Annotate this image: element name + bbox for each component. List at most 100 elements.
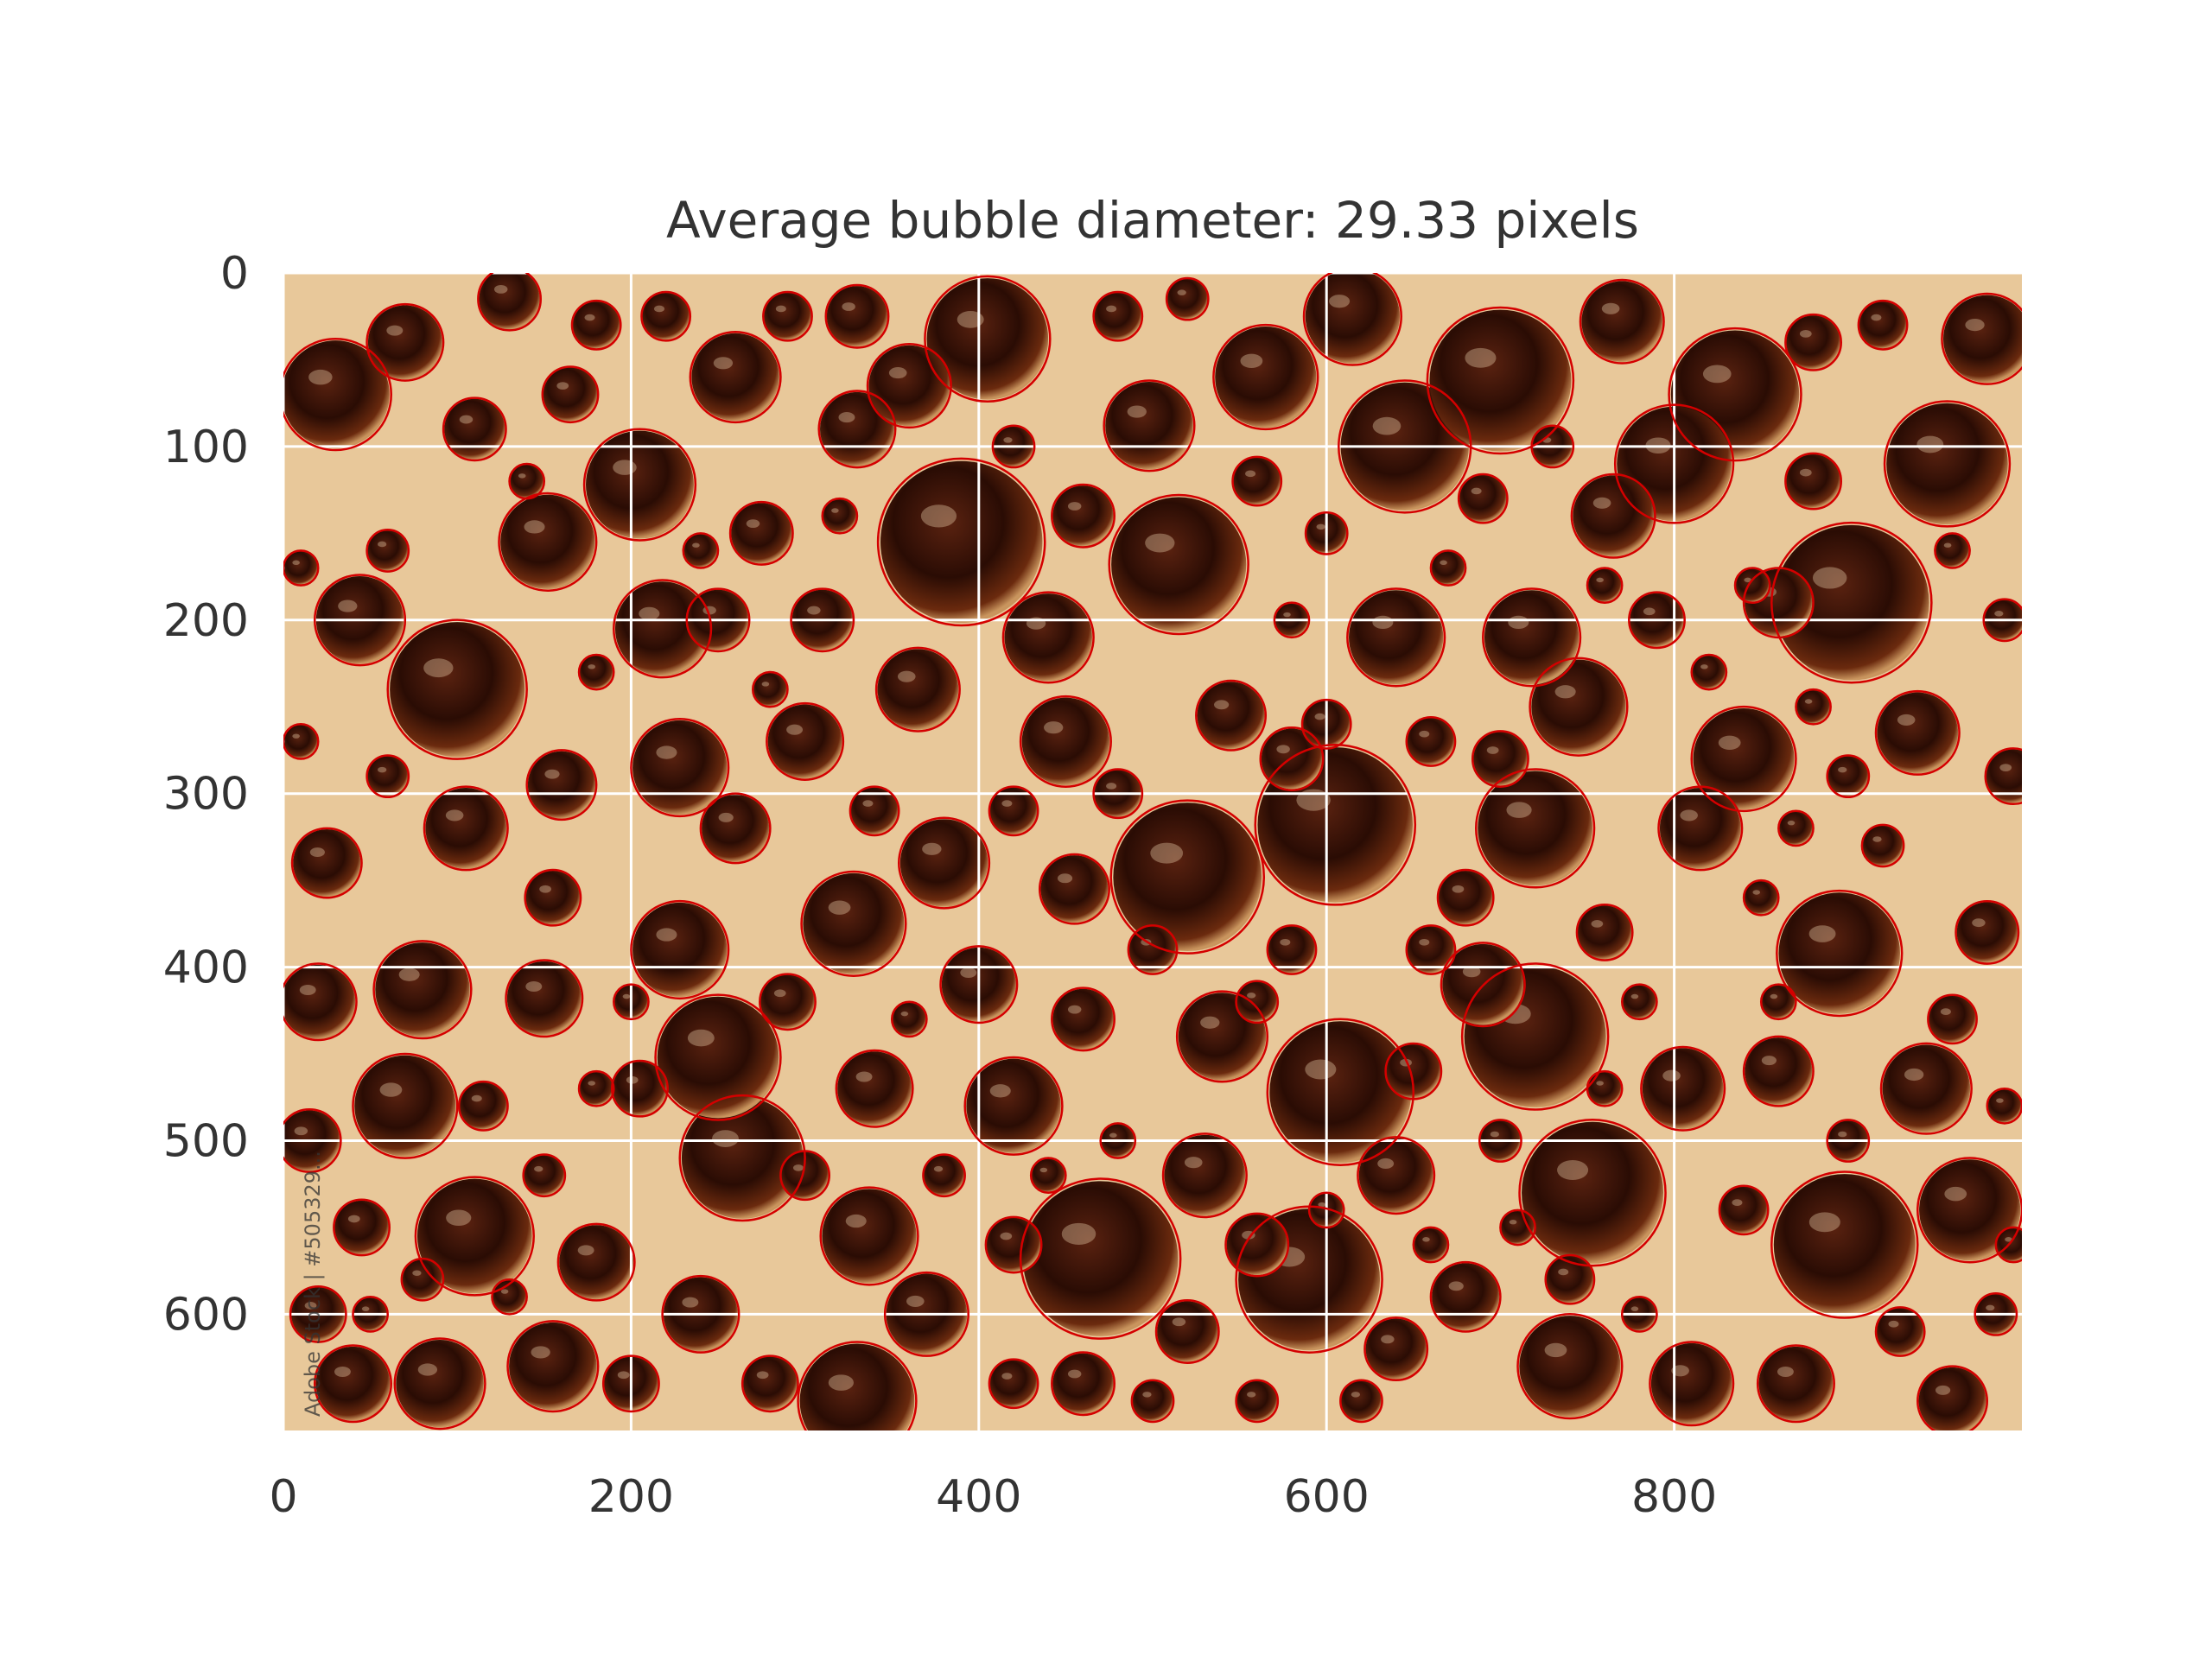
bubble-image (1341, 1380, 1382, 1422)
bubble-highlight (1240, 353, 1263, 369)
detected-circle (939, 945, 1019, 1024)
bubble-image (743, 1356, 798, 1411)
bubble-highlight (539, 885, 551, 893)
detected-circle (1363, 1316, 1429, 1382)
bubble-image (527, 751, 595, 819)
detected-circle (290, 827, 363, 899)
detected-circle (963, 1056, 1064, 1156)
bubble-highlight (1145, 533, 1175, 553)
detected-circle (283, 1108, 342, 1173)
detected-circle (283, 338, 392, 452)
detected-circle (1103, 379, 1196, 473)
detected-circle (821, 497, 859, 535)
bubble-highlight (1150, 842, 1184, 864)
bubble-image (877, 649, 959, 730)
bubble-highlight (1799, 329, 1812, 338)
detected-circle (682, 532, 720, 569)
bubble-image (1233, 457, 1281, 505)
detected-circle (797, 1341, 918, 1430)
detected-circle (1770, 521, 1933, 684)
bubble-highlight (838, 412, 855, 423)
bubble-image (683, 533, 718, 568)
bubble-image (1004, 593, 1093, 682)
bubble-image (868, 345, 950, 427)
bubble-highlight (1671, 1365, 1689, 1377)
bubble-highlight (1001, 800, 1013, 807)
detected-circle (1874, 1306, 1926, 1357)
detected-circle (1195, 679, 1268, 752)
detected-circle (1108, 493, 1249, 636)
bubble-highlight (1067, 502, 1082, 511)
detected-circle (508, 462, 546, 500)
detected-circle (800, 870, 907, 977)
bubble-image (1501, 1210, 1535, 1245)
detected-circle (393, 1337, 486, 1430)
detected-circle (728, 500, 794, 566)
bubble-highlight (746, 519, 760, 529)
detected-circle (1620, 1296, 1658, 1333)
bubble-image (509, 1322, 597, 1411)
bubble-image (892, 1002, 926, 1037)
bubble-image (1573, 475, 1655, 557)
bubble-highlight (1662, 1069, 1681, 1082)
detected-circle (601, 1354, 660, 1413)
detected-circle (654, 993, 782, 1121)
bubble-highlight (1200, 1016, 1220, 1029)
bubble-highlight (1486, 746, 1499, 754)
detected-circle (1628, 591, 1686, 650)
bubble-highlight (1381, 1335, 1395, 1344)
bubble-highlight (347, 1215, 360, 1223)
y-tick-label: 0 (220, 248, 249, 300)
bubble-highlight (656, 745, 677, 759)
bubble-image (1943, 295, 2022, 384)
detected-circle (1412, 1226, 1450, 1264)
bubble-highlight (1936, 1385, 1951, 1395)
bubble-highlight (1601, 302, 1620, 314)
bubble-highlight (471, 1094, 482, 1102)
bubble-highlight (1787, 820, 1796, 826)
detected-circle (313, 574, 407, 667)
bubble-image (1827, 756, 1869, 797)
detected-circle (685, 587, 751, 653)
bubble-highlight (1490, 1131, 1499, 1138)
detected-circle (1613, 403, 1735, 524)
bubble-highlight (1554, 685, 1576, 699)
bubble-image (1796, 689, 1831, 724)
bubble-image (1919, 1159, 2021, 1261)
detected-circle (1516, 1313, 1624, 1420)
bubble-highlight (687, 1029, 715, 1047)
detected-circle (1426, 306, 1575, 455)
bubble-highlight (960, 967, 977, 978)
bubble-image (1693, 707, 1795, 810)
bubble-highlight (1448, 1281, 1464, 1291)
detected-circle (640, 290, 692, 342)
x-tick-label: 0 (269, 1471, 297, 1523)
bubble-highlight (1001, 1373, 1013, 1380)
bubble-highlight (1184, 1157, 1203, 1169)
bubble-highlight (294, 1126, 308, 1136)
y-tick-label: 100 (163, 422, 249, 473)
detected-circle (1874, 689, 1961, 776)
bubble-image (899, 819, 988, 907)
bubble-image (543, 367, 598, 422)
bubble-highlight (1247, 993, 1256, 999)
bubble-image (826, 286, 888, 347)
bubble-image (572, 301, 620, 349)
bubble-image (642, 292, 690, 340)
bubble-image (1407, 718, 1455, 765)
bubble-image (1642, 1048, 1724, 1130)
bubble-highlight (584, 314, 595, 321)
bubble-image (1778, 811, 1813, 846)
detected-circle (1668, 327, 1802, 462)
bubble-highlight (1752, 890, 1761, 895)
detected-circle (1742, 567, 1815, 639)
bubble-highlight (906, 1295, 925, 1307)
detected-circle (1273, 601, 1311, 639)
detected-circle (1471, 730, 1529, 788)
bubble-image (1052, 988, 1114, 1050)
bubble-highlight (1643, 607, 1656, 616)
detected-circle (1302, 273, 1402, 366)
bubble-highlight (1039, 1167, 1048, 1173)
detected-circle (1051, 986, 1116, 1052)
